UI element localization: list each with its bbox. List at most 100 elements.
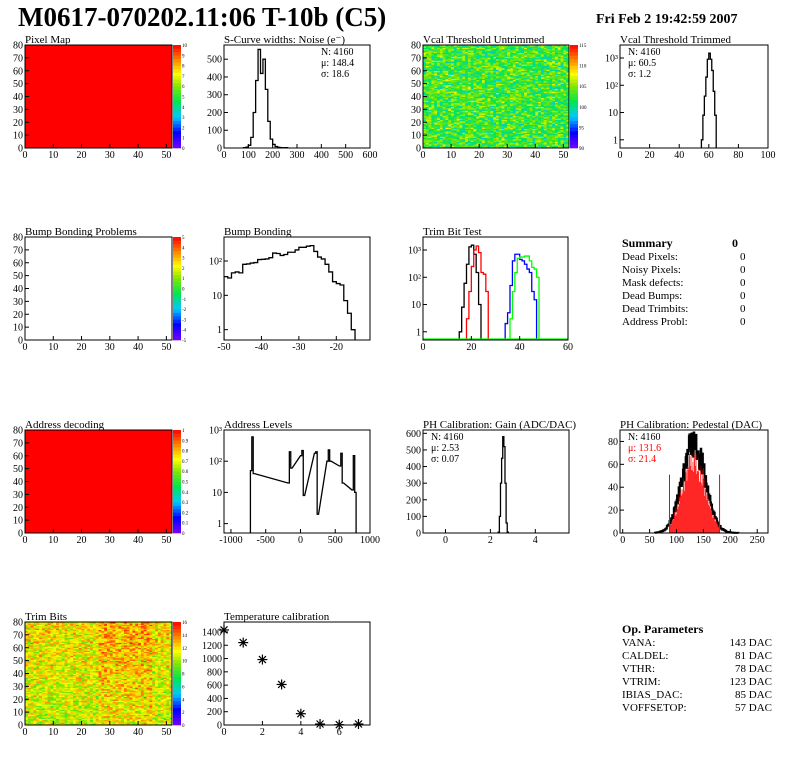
heatmap-cell <box>566 64 570 66</box>
heatmap-cell <box>543 102 547 105</box>
heatmap-cell <box>493 87 497 90</box>
heatmap-cell <box>549 109 553 111</box>
heatmap-cell <box>554 124 559 127</box>
heatmap-cell <box>487 128 491 131</box>
x-tick-label: -1000 <box>219 535 242 546</box>
heatmap-cell <box>510 92 514 95</box>
heatmap-cell <box>563 108 567 110</box>
heatmap-cell <box>518 102 522 105</box>
heatmap-cell <box>434 140 438 142</box>
heatmap-cell <box>30 669 34 672</box>
heatmap-cell <box>560 113 564 115</box>
heatmap-cell <box>423 119 427 122</box>
heatmap-cell <box>451 82 455 84</box>
heatmap-cell <box>476 108 480 110</box>
heatmap-cell <box>515 96 519 99</box>
heatmap-cell <box>510 82 514 84</box>
heatmap-cell <box>557 63 561 65</box>
heatmap-cell <box>487 88 491 91</box>
heatmap-cell <box>467 135 472 137</box>
heatmap-cell <box>30 643 34 646</box>
x-tick-label: 50 <box>161 342 171 353</box>
heatmap-cell <box>437 113 441 115</box>
heatmap-cell <box>437 90 441 92</box>
heatmap-cell <box>552 114 556 117</box>
plot-frame <box>619 429 769 534</box>
heatmap-cell <box>507 128 511 131</box>
heatmap-cell <box>521 108 525 110</box>
heatmap-cell <box>484 79 488 82</box>
palette-segment <box>570 69 578 73</box>
heatmap-cell <box>566 77 570 79</box>
heatmap-cell <box>554 69 559 72</box>
heatmap-cell <box>30 690 34 692</box>
heatmap-cell <box>563 88 567 91</box>
heatmap-cell <box>484 48 488 51</box>
heatmap-cell <box>493 69 497 72</box>
heatmap-cell <box>518 126 522 128</box>
heatmap-cell <box>487 83 491 86</box>
heatmap-cell <box>552 57 556 60</box>
heatmap-cell <box>434 132 438 135</box>
heatmap-cell <box>467 129 472 132</box>
heatmap-cell <box>504 65 508 68</box>
heatmap-cell <box>532 65 536 68</box>
heatmap-cell <box>510 51 514 54</box>
heatmap-cell <box>25 665 29 668</box>
heatmap-cell <box>428 64 432 66</box>
heatmap-cell <box>518 96 522 99</box>
heatmap-cell <box>476 118 480 120</box>
heatmap-cell <box>510 131 514 133</box>
heatmap-cell <box>439 97 443 100</box>
heatmap-cell <box>526 108 530 110</box>
heatmap-cell <box>532 117 536 119</box>
heatmap-cell <box>554 117 559 119</box>
heatmap-cell <box>560 84 564 87</box>
heatmap-cell <box>456 138 460 141</box>
heatmap-cell <box>459 99 463 101</box>
heatmap-cell <box>479 104 483 106</box>
heatmap-cell <box>540 93 545 96</box>
heatmap-cell <box>560 75 564 78</box>
heatmap-cell <box>535 133 539 136</box>
heatmap-cell <box>467 118 472 120</box>
heatmap-cell <box>546 133 550 136</box>
heatmap-cell <box>512 106 516 109</box>
heatmap-cell <box>540 82 545 84</box>
heatmap-cell <box>518 47 522 50</box>
heatmap-cell <box>532 113 536 115</box>
heatmap-cell <box>476 123 480 126</box>
heatmap-cell <box>425 109 429 111</box>
heatmap-cell <box>473 63 477 65</box>
heatmap-cell <box>546 68 550 70</box>
heatmap-cell <box>442 131 446 133</box>
heatmap-cell <box>510 124 514 127</box>
heatmap-cell <box>456 99 460 101</box>
heatmap-cell <box>423 74 427 77</box>
heatmap-cell <box>521 51 525 54</box>
palette-segment <box>173 522 181 527</box>
heatmap-cell <box>521 66 525 69</box>
stats-line: σ: 21.4 <box>628 454 656 465</box>
heatmap-cell <box>504 140 508 142</box>
heatmap-cell <box>546 93 550 96</box>
heatmap-cell <box>442 129 446 132</box>
heatmap-cell <box>538 57 542 60</box>
y-tick-label: 0 <box>613 529 618 540</box>
heatmap-cell <box>526 77 530 79</box>
heatmap-cell <box>510 84 514 87</box>
heatmap-cell <box>476 124 480 127</box>
heatmap-cell <box>566 88 570 91</box>
heatmap-cell <box>507 68 511 70</box>
heatmap-cell <box>465 78 469 81</box>
heatmap-cell <box>535 136 539 138</box>
heatmap-cell <box>434 129 438 132</box>
heatmap-cell <box>510 47 514 50</box>
heatmap-cell <box>490 110 494 113</box>
heatmap-cell <box>451 119 455 122</box>
heatmap-cell <box>493 93 497 96</box>
heatmap-cell <box>456 52 460 55</box>
heatmap-cell <box>30 700 34 703</box>
heatmap-cell <box>25 700 29 703</box>
y-tick-label: 20 <box>13 118 23 129</box>
